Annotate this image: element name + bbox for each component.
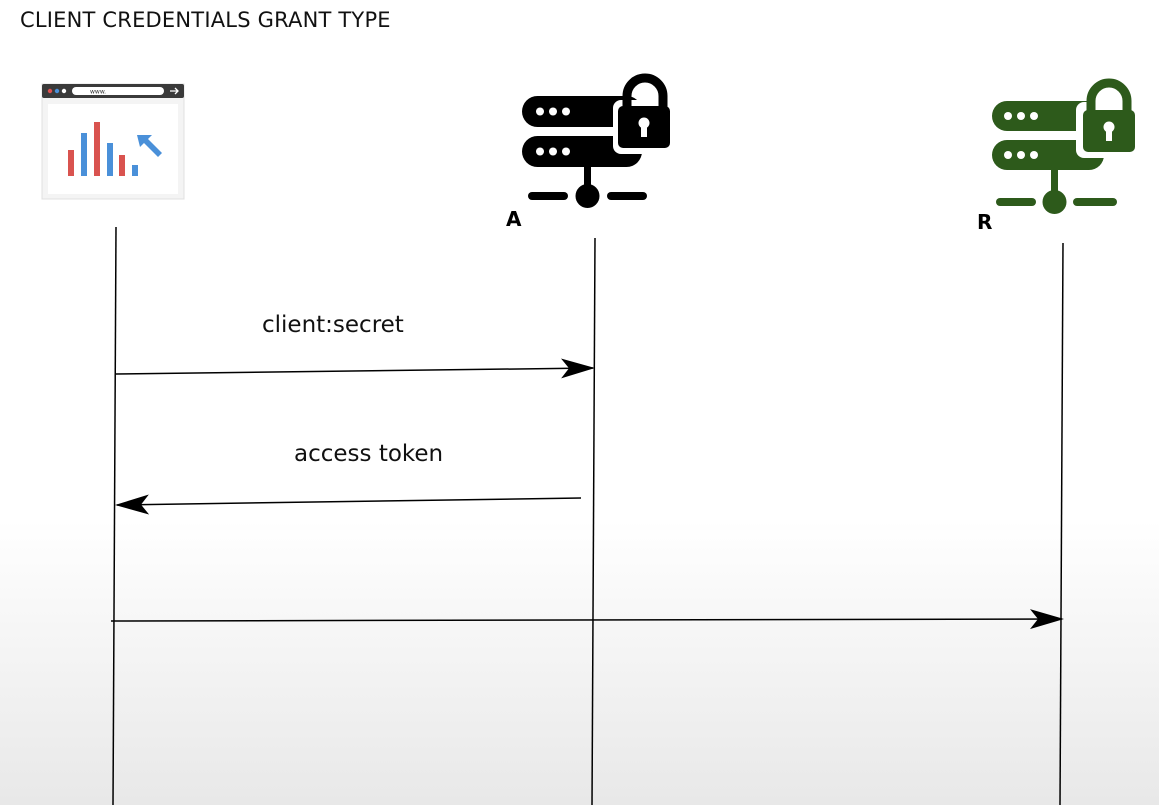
message-label-access-token: access token bbox=[294, 441, 444, 467]
diagram-title: CLIENT CREDENTIALS GRANT TYPE bbox=[20, 8, 391, 32]
browser-chart-icon: www. bbox=[41, 83, 185, 200]
message-arrow-client-secret bbox=[115, 358, 595, 379]
client-lifeline bbox=[112, 226, 117, 805]
resource-server-lifeline bbox=[1059, 242, 1064, 805]
browser-url-text: www. bbox=[90, 89, 106, 96]
message-arrow-resource-request bbox=[110, 609, 1064, 630]
auth-server-label: A bbox=[506, 207, 522, 231]
resource-server-lock-icon bbox=[992, 78, 1142, 214]
resource-server-label: R bbox=[977, 210, 993, 234]
auth-server-lifeline bbox=[591, 237, 596, 805]
message-arrow-access-token bbox=[115, 494, 582, 515]
auth-server-lock-icon bbox=[522, 73, 675, 208]
cursor-arrow-icon bbox=[137, 135, 162, 157]
message-label-client-secret: client:secret bbox=[262, 312, 404, 338]
